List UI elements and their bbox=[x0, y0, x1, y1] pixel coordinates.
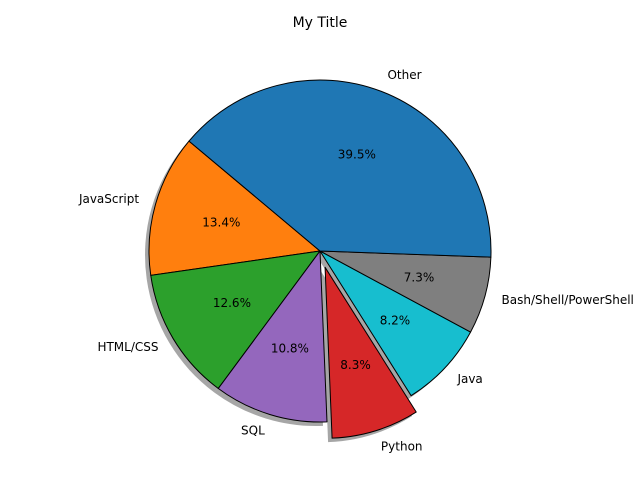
slice-label-other: Other bbox=[387, 68, 421, 82]
pie-slice-java bbox=[319, 250, 472, 397]
pie-slice-html-css bbox=[150, 250, 321, 389]
slice-label-bash-shell-powershell: Bash/Shell/PowerShell bbox=[502, 293, 634, 307]
slice-percent-sql: 10.8% bbox=[271, 342, 309, 356]
pie-slice-other bbox=[188, 79, 492, 258]
pie-slices bbox=[148, 79, 492, 439]
pie-slice-sql bbox=[217, 250, 328, 423]
slice-percent-javascript: 13.4% bbox=[202, 215, 240, 229]
slice-percent-other: 39.5% bbox=[338, 148, 376, 162]
pie-slice-python bbox=[324, 266, 417, 439]
slice-label-java: Java bbox=[456, 372, 482, 386]
slice-percent-python: 8.3% bbox=[340, 358, 371, 372]
slice-percent-java: 8.2% bbox=[380, 314, 411, 328]
pie-labels: JavaScript 13.4% HTML/CSS 12.6% SQL 10.8% Pyth… bbox=[78, 68, 634, 454]
slice-percent-html-css: 12.6% bbox=[213, 296, 251, 310]
chart-title: My Title bbox=[293, 15, 348, 31]
slice-label-python: Python bbox=[381, 439, 423, 453]
pie-slice-javascript bbox=[148, 140, 321, 276]
slice-label-sql: SQL bbox=[241, 423, 265, 437]
slice-label-html-css: HTML/CSS bbox=[97, 340, 158, 354]
slice-percent-bash-shell-powershell: 7.3% bbox=[404, 270, 435, 284]
slice-label-javascript: JavaScript bbox=[78, 192, 139, 206]
